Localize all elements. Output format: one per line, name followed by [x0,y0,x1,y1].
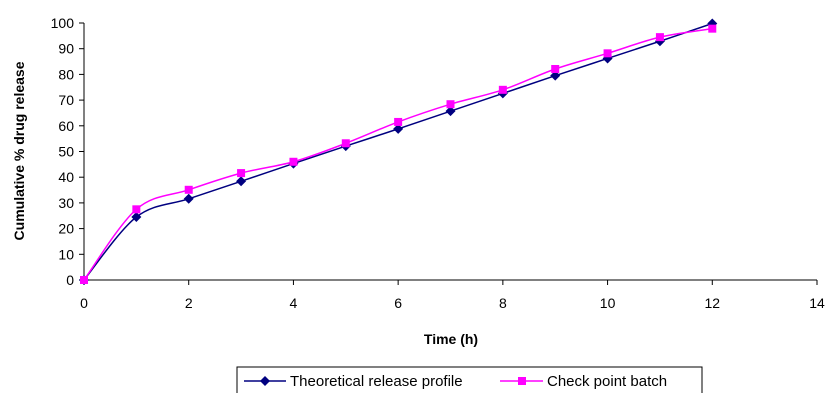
series-1 [80,24,717,284]
data-point-square [655,33,664,42]
legend-item-check-point: Check point batch [500,373,667,390]
legend-label-theoretical: Theoretical release profile [290,373,463,390]
x-tick-label: 8 [499,295,507,311]
y-tick-label: 40 [58,169,74,185]
x-tick-label: 6 [394,295,402,311]
data-point-square [446,100,455,109]
y-tick-label: 0 [66,272,74,288]
y-tick-label: 10 [58,246,74,262]
y-tick-label: 30 [58,195,74,211]
legend-label-check-point: Check point batch [547,373,667,390]
x-tick-label: 4 [290,295,298,311]
data-point-square [603,49,612,58]
y-tick-label: 50 [58,144,74,160]
data-point-diamond [393,123,404,134]
data-point-square [184,185,193,194]
series-line [83,22,713,281]
data-point-square [80,276,88,284]
series-line [83,27,713,281]
x-tick-label: 0 [80,295,88,311]
x-tick-label: 10 [600,295,616,311]
data-point-diamond [183,193,194,204]
data-point-square [708,24,717,33]
y-tick-label: 20 [58,221,74,237]
data-point-square [498,85,507,94]
legend-square-marker-icon [518,377,526,385]
data-point-diamond [131,212,142,223]
y-tick-label: 80 [58,66,74,82]
y-tick-label: 60 [58,118,74,134]
x-axis-title: Time (h) [424,331,478,347]
y-tick-label: 100 [51,15,75,31]
legend-diamond-marker-icon [260,376,270,386]
y-axis-title: Cumulative % drug release [11,61,27,240]
x-tick-label: 14 [809,295,825,311]
series-layer [79,18,718,285]
data-point-diamond [550,70,561,81]
data-point-square [237,169,246,178]
legend-box [236,366,703,393]
axes: 0 10 20 30 40 50 60 70 80 90 100 0 2 4 6 8 10 12 14 [51,15,825,311]
data-point-square [551,65,560,74]
x-tick-label: 2 [185,295,193,311]
data-point-square [289,157,298,166]
data-point-diamond [445,106,456,117]
legend-item-theoretical: Theoretical release profile [244,373,463,390]
data-point-square [341,139,350,148]
data-point-diamond [236,176,247,187]
data-point-square [394,117,403,126]
y-tick-label: 70 [58,92,74,108]
data-point-square [132,205,141,214]
x-tick-label: 12 [704,295,720,311]
y-tick-label: 90 [58,41,74,57]
legend: Theoretical release profile Check point … [236,366,703,393]
series-0 [79,18,718,285]
